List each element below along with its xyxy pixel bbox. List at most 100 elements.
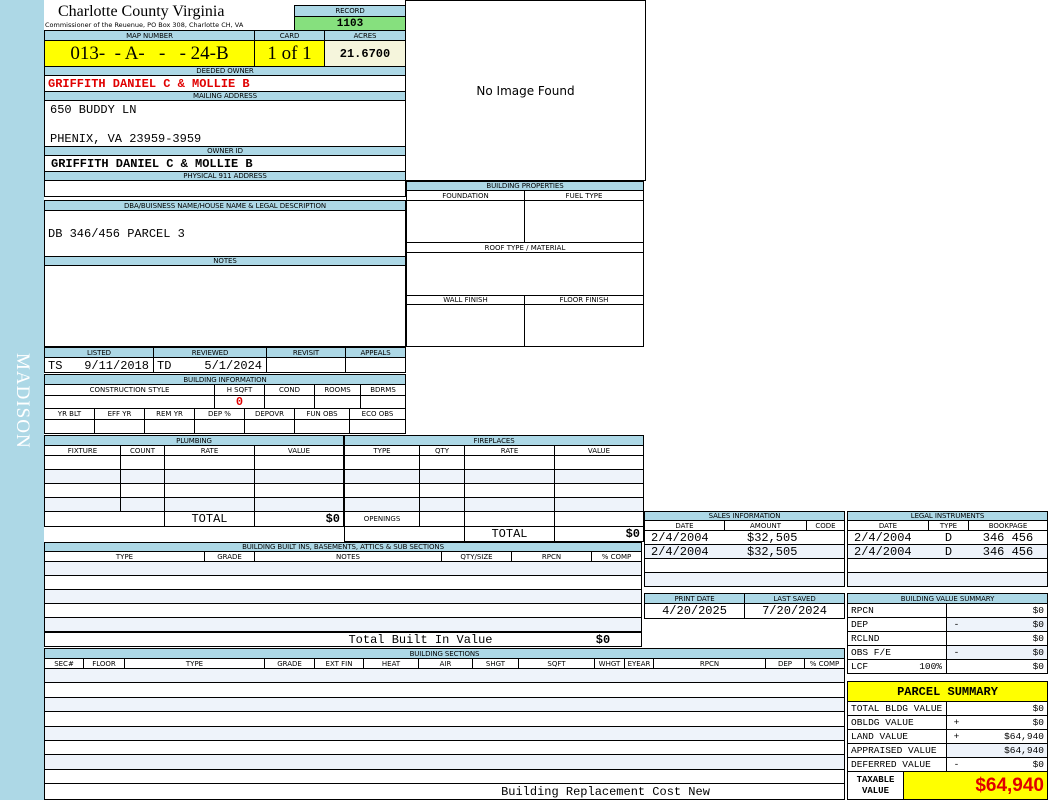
fireplaces-total-label: TOTAL [464, 526, 555, 542]
parcel-summary-label: LAND VALUE [847, 729, 947, 744]
building-sections-row [44, 740, 845, 756]
building-sections-row [44, 725, 845, 741]
built-ins-total: $0 [595, 632, 611, 647]
plumbing-cell [44, 455, 121, 470]
plumbing-cell [44, 511, 165, 527]
built-ins-row [44, 575, 642, 590]
built-ins-row [44, 561, 642, 576]
building-info-cell [244, 419, 295, 434]
value-summary-value: $0 [946, 659, 1048, 674]
plumbing-cell [254, 469, 344, 484]
owner-id: GRIFFITH DANIEL C & MOLLIE B [44, 155, 406, 172]
value-summary-sign: - [953, 619, 960, 630]
sale-date: 2/4/2004 [651, 544, 709, 559]
page-title: Charlotte County Virginia [58, 3, 225, 20]
value-summary-value: $0 [946, 631, 1048, 646]
replacement-cost-label: Building Replacement Cost New [501, 785, 710, 799]
building-info-header: ECO OBS [349, 408, 406, 420]
taxable-value: $64,940 [903, 771, 1048, 800]
instrument-date: 2/4/2004 [854, 544, 912, 559]
plumbing-cell [44, 483, 121, 498]
fireplaces-cell [419, 455, 465, 470]
mailing-address-line1: 650 BUDDY LN [50, 102, 137, 117]
legal-instruments-row [847, 558, 1048, 573]
plumbing-cell [164, 497, 255, 512]
value-summary-sign: - [953, 647, 960, 658]
built-ins-total-label: Total Built In Value [348, 632, 493, 647]
deeded-owner: GRIFFITH DANIEL C & MOLLIE B [44, 75, 406, 92]
fireplaces-cell [344, 497, 420, 512]
parcel-summary-label: APPRAISED VALUE [847, 743, 947, 758]
fireplaces-cell [419, 497, 465, 512]
sale-code [806, 530, 845, 545]
last-saved-date: 7/20/2024 [744, 603, 845, 619]
building-sections-row [44, 768, 845, 785]
fireplaces-cell [419, 469, 465, 484]
fireplaces-cell [344, 469, 420, 484]
fireplaces-total: $0 [554, 526, 644, 542]
heated-sqft: 0 [235, 395, 244, 409]
page-subtitle: Commissioner of the Reuenue, PO Box 308,… [45, 20, 244, 29]
listed-date: 9/11/2018 [84, 358, 149, 373]
instrument-bookpage: 346 456 [982, 544, 1034, 559]
mailing-address-line2: PHENIX, VA 23959-3959 [50, 131, 202, 146]
fireplaces-cell [464, 497, 555, 512]
building-info-cell [264, 395, 315, 409]
building-info-cell [349, 419, 406, 434]
listed-by: TS [48, 358, 63, 373]
building-info-cell [314, 395, 361, 409]
property-image-placeholder: No Image Found [405, 0, 646, 181]
fireplaces-cell [554, 455, 644, 470]
sale-amount: $32,505 [747, 544, 798, 559]
sales-row [644, 572, 845, 587]
roof-value [406, 252, 644, 296]
fireplaces-cell [554, 483, 644, 498]
fireplaces-cell [419, 483, 465, 498]
review-cell [345, 357, 406, 373]
value-summary-label: DEP [847, 617, 947, 632]
plumbing-cell [164, 455, 255, 470]
notes-box [44, 265, 406, 347]
fireplaces-cell [464, 511, 555, 527]
parcel-summary-sign: + [953, 731, 960, 742]
plumbing-cell [120, 469, 165, 484]
parcel-summary-title: PARCEL SUMMARY [847, 681, 1048, 702]
plumbing-cell [44, 497, 121, 512]
plumbing-cell [254, 455, 344, 470]
district-label: MADISON [12, 353, 33, 449]
print-date: 4/20/2025 [644, 603, 745, 619]
sales-row [644, 558, 845, 573]
sidebar: MADISON [0, 0, 44, 800]
floor-finish-value [524, 304, 644, 347]
fireplaces-cell [554, 469, 644, 484]
card-number: 1 of 1 [254, 40, 325, 67]
value-summary-label: OBS F/E [847, 645, 947, 660]
legal-description: DB 346/456 PARCEL 3 [44, 210, 406, 257]
acres-value: 21.6700 [324, 40, 406, 67]
parcel-summary-sign: + [953, 717, 960, 728]
fireplaces-cell [554, 511, 644, 527]
instrument-date: 2/4/2004 [854, 530, 912, 545]
fuel-type-value [524, 200, 644, 243]
building-info-header: H SQFT [214, 384, 265, 396]
parcel-summary-label: DEFERRED VALUE [847, 757, 947, 772]
built-ins-row [44, 589, 642, 604]
fireplace-openings-label: OPENINGS [344, 511, 420, 527]
map-number: 013- - A- - - 24-B [44, 40, 255, 67]
fireplaces-cell [464, 455, 555, 470]
fireplaces-cell [344, 483, 420, 498]
plumbing-cell [120, 455, 165, 470]
fireplaces-cell [344, 526, 465, 542]
parcel-summary-sign: - [953, 759, 960, 770]
fireplaces-cell [344, 455, 420, 470]
building-sections-row [44, 754, 845, 770]
plumbing-total-label: TOTAL [164, 511, 255, 527]
building-sections-row [44, 668, 845, 684]
value-summary-value: $0 [946, 603, 1048, 618]
sale-amount: $32,505 [747, 530, 798, 545]
value-summary-label: LCF [847, 659, 947, 674]
building-info-cell [44, 419, 95, 434]
instrument-bookpage: 346 456 [982, 530, 1034, 545]
value-summary-label: RPCN [847, 603, 947, 618]
foundation-value [406, 200, 525, 243]
